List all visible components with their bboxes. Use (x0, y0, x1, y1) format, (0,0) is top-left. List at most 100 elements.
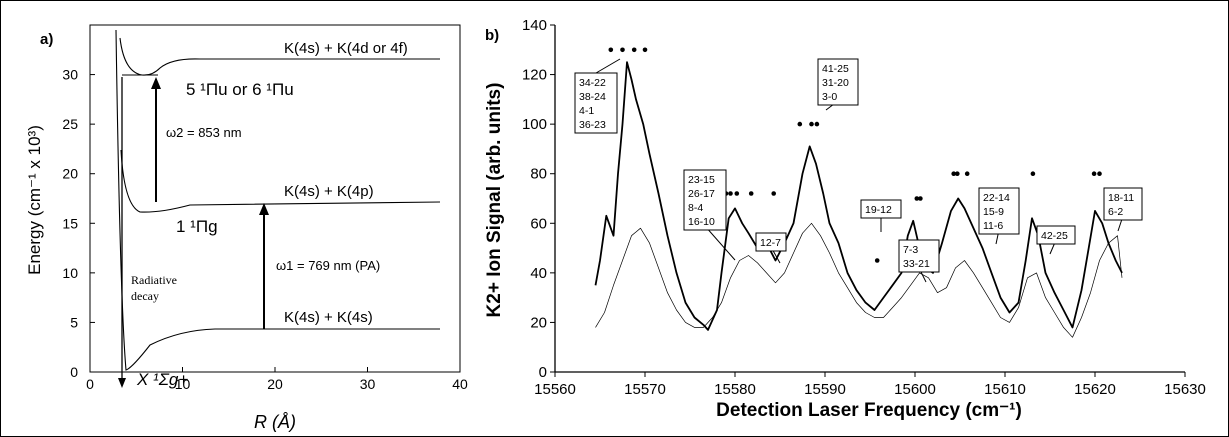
band-assignment-label: 19-12 (860, 199, 902, 232)
radiative-decay-label-line2: decay (131, 289, 159, 303)
annotation-text: 3-0 (822, 91, 837, 103)
panel-b-x-tick-label: 15630 (1164, 381, 1206, 398)
panel-a-y-tick-label: 10 (62, 265, 78, 281)
annotation-box (574, 72, 618, 134)
annotation-box (1103, 187, 1143, 221)
panel-b-markers (608, 47, 1102, 263)
assignment-dot (874, 258, 880, 263)
panel-a-y-tick-label: 25 (62, 116, 78, 132)
annotation-text: 19-12 (865, 204, 892, 216)
panel-b: b) 15560 15570 15580 15590 15600 15610 15620 15… (484, 17, 1206, 421)
assignment-dot (1030, 171, 1036, 176)
annotation-box (898, 239, 940, 273)
band-assignment-label: 12-7 (755, 232, 787, 264)
annotation-text: 42-25 (1041, 230, 1068, 242)
panel-b-axes: 15560 15570 15580 15590 15600 15610 15620 15630… (522, 17, 1206, 398)
band-assignment-label: 34-22 38-24 4-1 36-23 (574, 58, 621, 134)
panel-b-x-tick-label: 15590 (804, 381, 846, 398)
panel-b-series (594, 61, 1123, 338)
assignment-dot (642, 47, 648, 53)
assignment-dot (809, 121, 814, 127)
annotation-text: 8-4 (688, 202, 703, 214)
panel-a-letter: a) (40, 31, 53, 48)
panel-a-plot-area (89, 24, 461, 373)
assignment-dot (951, 171, 956, 176)
assignment-dot (771, 191, 776, 196)
assignment-dot (620, 47, 625, 53)
assignment-dot (631, 47, 637, 53)
annotation-text: 23-15 (688, 174, 715, 186)
assignment-dot (748, 191, 754, 196)
annotation-box (1036, 225, 1076, 245)
annotation-box (860, 199, 902, 219)
panel-a-x-tick-label: 20 (267, 376, 283, 392)
assignment-dot (918, 196, 923, 201)
panel-a-y-axis-label: Energy (cm⁻¹ x 10³) (25, 125, 44, 275)
annotation-leader-line (595, 58, 621, 74)
assignment-dot (734, 191, 740, 196)
annotation-text: 18-11 (1108, 192, 1134, 204)
panel-b-y-tick-label: 100 (522, 116, 547, 133)
panel-a-y-tick-label: 20 (62, 166, 78, 182)
thin-signal-line (595, 222, 1123, 338)
panel-b-y-tick-label: 140 (522, 17, 547, 34)
asymptote-top-label: K(4s) + K(4d or 4f) (284, 40, 408, 57)
annotation-text: 38-24 (579, 91, 606, 103)
annotation-text: 12-7 (760, 237, 781, 249)
upper-state-label: 5 ¹Πu or 6 ¹Πu (186, 80, 294, 99)
omega1-label: ω1 = 769 nm (PA) (276, 258, 380, 273)
annotation-text: 4-1 (579, 105, 594, 117)
assignment-dot (728, 191, 733, 196)
panel-a-x-axis-label: R (Å) (254, 412, 296, 432)
assignment-dot (814, 121, 820, 127)
ground-state-label: X ¹Σg+ (136, 370, 188, 389)
panel-a-axis-ticks: 0 10 20 30 40 0 5 10 15 20 25 30 (62, 67, 468, 392)
omega2-arrowhead (151, 77, 161, 89)
thick-signal-line (594, 61, 1123, 331)
assignment-dot (1091, 171, 1097, 176)
panel-b-y-tick-label: 60 (530, 215, 547, 232)
assignment-dot (797, 121, 803, 127)
annotation-text: 11-6 (983, 220, 1003, 232)
band-assignment-label: 23-15 26-17 8-4 16-10 (683, 169, 736, 261)
band-assignment-label: 41-25 31-20 3-0 (817, 58, 859, 111)
omega2-label: ω2 = 853 nm (166, 125, 242, 140)
assignment-dot (608, 47, 614, 53)
panel-a: a) 0 10 20 30 40 0 5 10 15 20 25 30 Energy (cm⁻¹ x … (25, 24, 468, 432)
assignment-dot (914, 196, 920, 201)
annotation-leader-line (704, 225, 736, 261)
annotation-text: 31-20 (822, 77, 849, 89)
assignment-dot (964, 171, 970, 176)
annotation-box (978, 187, 1020, 235)
band-assignment-label: 22-14 15-9 11-6 (978, 187, 1020, 245)
asymptote-mid-label: K(4s) + K(4p) (284, 183, 374, 200)
asymptote-low-label: K(4s) + K(4s) (284, 309, 373, 326)
pi-g-state-curve (120, 149, 441, 213)
panel-b-x-axis-label: Detection Laser Frequency (cm⁻¹) (716, 400, 1022, 421)
panel-b-letter: b) (485, 27, 499, 44)
panel-a-y-tick-label: 5 (70, 314, 78, 330)
band-assignment-label: 18-11 6-2 (1103, 187, 1143, 232)
panel-a-x-tick-label: 10 (175, 376, 191, 392)
radiative-decay-label-line1: Radiative (131, 273, 177, 287)
panel-b-y-tick-label: 120 (522, 67, 547, 84)
panel-b-x-tick-label: 15600 (894, 381, 936, 398)
panel-b-x-tick-label: 15620 (1074, 381, 1116, 398)
pi-u-state-curve (119, 37, 440, 76)
panel-a-y-tick-label: 30 (62, 67, 78, 83)
band-assignment-label: 7-3 33-21 (898, 239, 940, 283)
panel-a-x-tick-label: 40 (452, 376, 468, 392)
annotation-text: 6-2 (1108, 206, 1123, 218)
mid-state-label: 1 ¹Πg (176, 217, 218, 236)
panel-a-y-tick-label: 15 (62, 215, 78, 231)
ground-state-curve (115, 29, 440, 371)
panel-b-annotations: 34-22 38-24 4-1 36-23 23-15 26-17 8-4 16-10 12-7… (574, 58, 1143, 283)
annotation-box (683, 169, 727, 231)
panel-a-y-tick-label: 0 (70, 364, 78, 380)
panel-b-y-tick-label: 80 (530, 166, 547, 183)
annotation-text: 33-21 (903, 258, 930, 270)
assignment-dot (1097, 171, 1102, 176)
panel-a-x-tick-label: 0 (86, 376, 94, 392)
panel-b-y-tick-label: 40 (530, 265, 547, 282)
panel-b-y-axis-label: K2+ Ion Signal (arb. units) (484, 83, 505, 318)
